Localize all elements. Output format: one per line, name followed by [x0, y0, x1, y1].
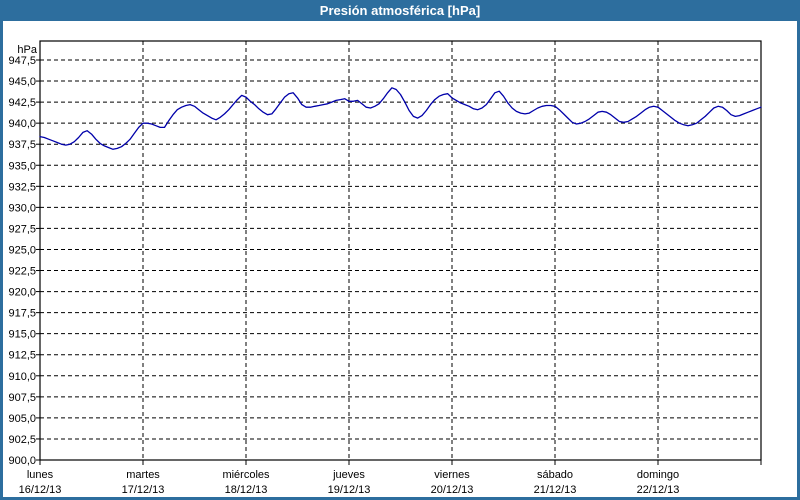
x-day-name: lunes: [27, 469, 54, 481]
y-tick-label: 902,5: [8, 434, 36, 446]
x-day-name: sábado: [537, 469, 573, 481]
y-tick-label: 920,0: [8, 287, 36, 299]
y-axis-unit-label: hPa: [17, 44, 37, 56]
y-tick-label: 935,0: [8, 160, 36, 172]
x-day-date: 20/12/13: [431, 484, 474, 496]
y-tick-label: 900,0: [8, 455, 36, 467]
x-day-date: 18/12/13: [225, 484, 268, 496]
y-tick-label: 925,0: [8, 244, 36, 256]
x-day-date: 17/12/13: [122, 484, 165, 496]
chart-title: Presión atmosférica [hPa]: [319, 3, 481, 18]
y-tick-label: 932,5: [8, 181, 36, 193]
y-tick-label: 912,5: [8, 350, 36, 362]
y-tick-label: 922,5: [8, 266, 36, 278]
x-day-date: 19/12/13: [328, 484, 371, 496]
y-tick-label: 927,5: [8, 223, 36, 235]
y-tick-label: 907,5: [8, 392, 36, 404]
title-bar: Presión atmosférica [hPa]: [0, 0, 800, 21]
pressure-line: [39, 87, 762, 150]
x-day-name: martes: [126, 469, 160, 481]
y-tick-label: 930,0: [8, 202, 36, 214]
y-tick-label: 917,5: [8, 308, 36, 320]
y-tick-label: 947,5: [8, 55, 36, 67]
y-tick-label: 910,0: [8, 371, 36, 383]
x-day-name: viernes: [434, 469, 470, 481]
x-day-name: miércoles: [222, 469, 270, 481]
x-day-name: jueves: [332, 469, 365, 481]
y-tick-label: 937,5: [8, 139, 36, 151]
x-day-date: 22/12/13: [637, 484, 680, 496]
x-day-date: 21/12/13: [534, 484, 577, 496]
y-tick-label: 942,5: [8, 97, 36, 109]
y-tick-label: 915,0: [8, 329, 36, 341]
y-tick-label: 940,0: [8, 118, 36, 130]
y-tick-label: 905,0: [8, 413, 36, 425]
plot-frame: [39, 40, 762, 461]
x-day-name: domingo: [637, 469, 679, 481]
x-day-date: 16/12/13: [19, 484, 62, 496]
y-tick-label: 945,0: [8, 76, 36, 88]
